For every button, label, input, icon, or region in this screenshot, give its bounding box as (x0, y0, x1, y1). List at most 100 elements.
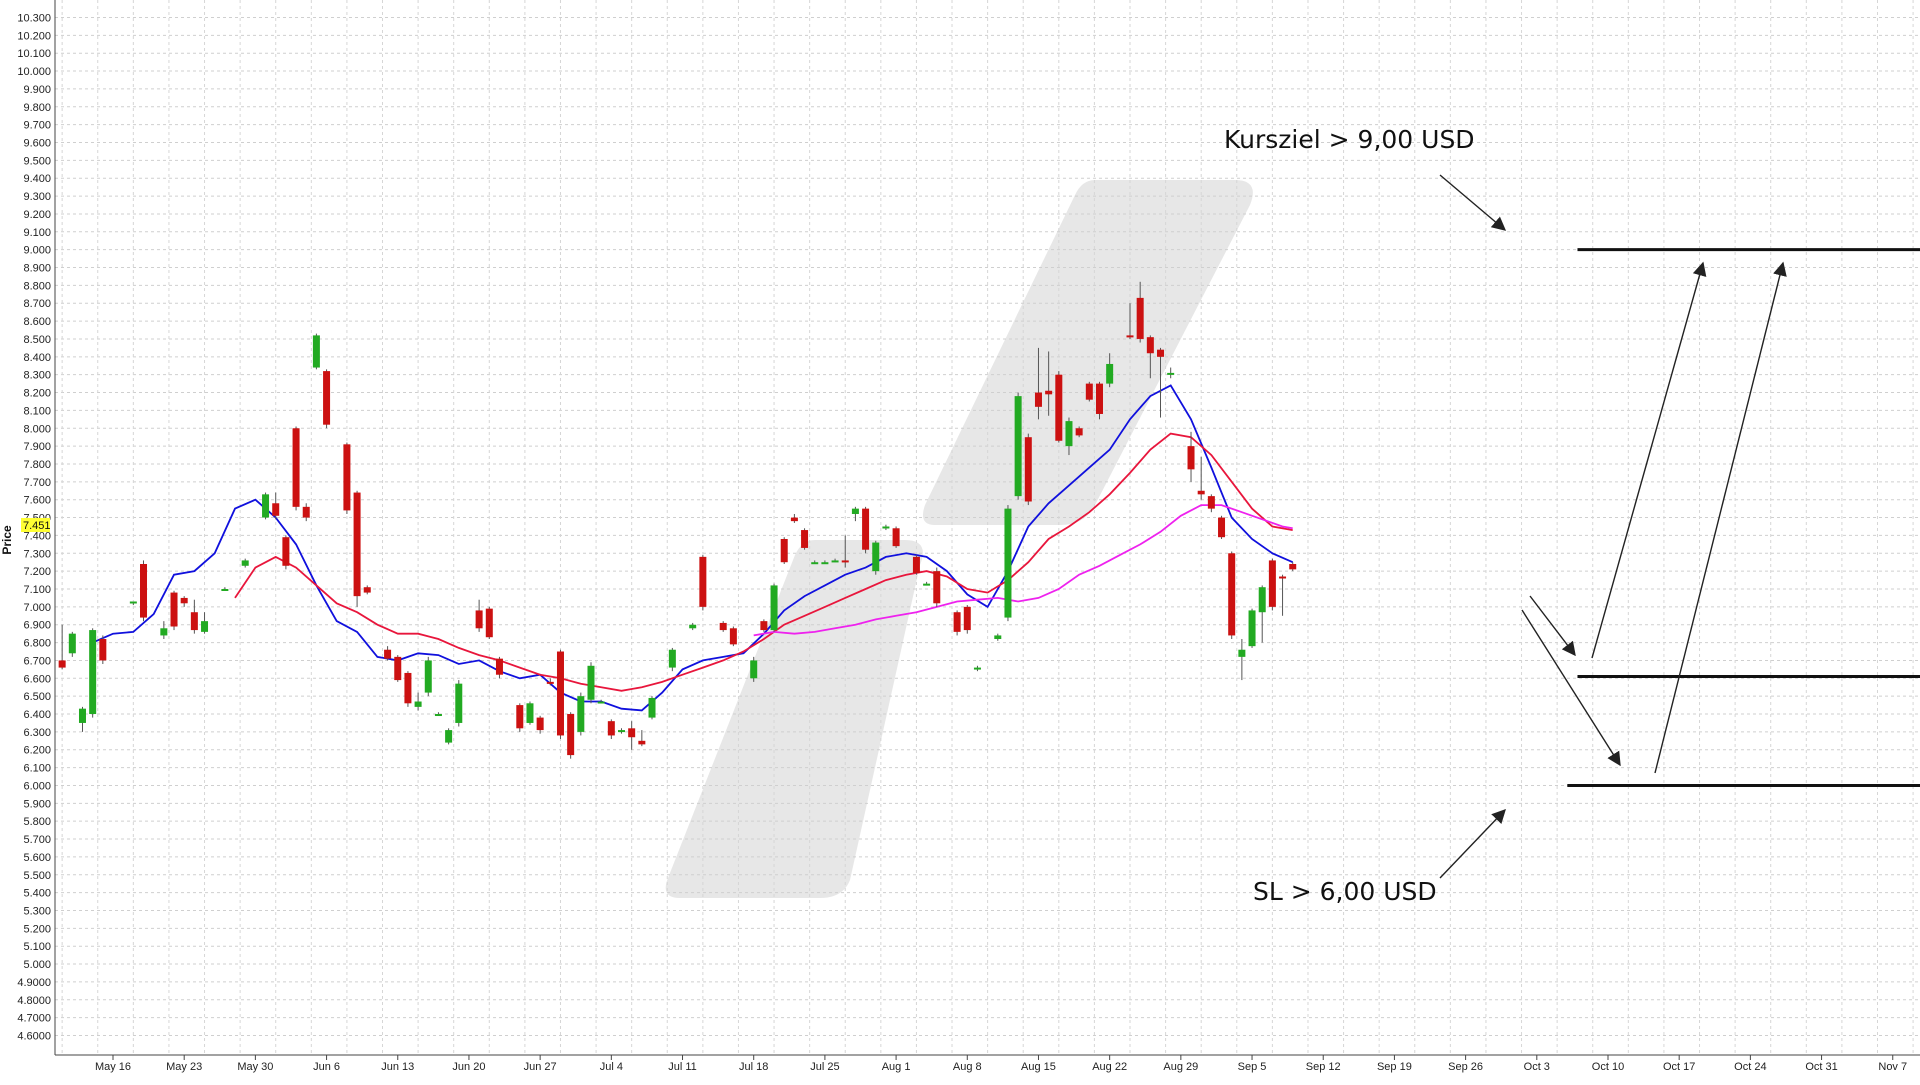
candle-body (831, 560, 839, 563)
y-tick-label: 9.900 (23, 84, 51, 96)
candle-up (831, 558, 839, 563)
annotation-arrow (1439, 174, 1507, 231)
candle-body (384, 649, 392, 659)
candle-down (516, 703, 524, 732)
candle-up (201, 612, 209, 634)
candle-body (638, 740, 646, 745)
x-tick-label: May 23 (166, 1061, 202, 1073)
x-tick-label: Nov 7 (1878, 1061, 1907, 1073)
candle-body (312, 335, 320, 368)
annotation-arrow (1521, 609, 1621, 767)
y-tick-label: 8.400 (23, 352, 51, 364)
candle-up (1065, 417, 1073, 456)
candle-down (1146, 335, 1154, 379)
candle-down (729, 626, 737, 647)
y-tick-label: 5.100 (23, 941, 51, 953)
x-tick-label: Oct 31 (1805, 1061, 1837, 1073)
candle-body (1258, 587, 1266, 613)
candle-down (363, 585, 371, 595)
candle-body (892, 528, 900, 547)
candle-body (628, 728, 636, 738)
candle-down (862, 506, 870, 554)
candle-down (933, 567, 941, 607)
candle-down (384, 646, 392, 661)
candle-up (312, 333, 320, 370)
candle-body (455, 683, 463, 723)
candle-down (628, 721, 636, 750)
candle-down (536, 715, 544, 734)
candle-body (597, 701, 605, 704)
candle-body (923, 583, 931, 586)
candle-body (1136, 297, 1144, 339)
candle-body (618, 730, 625, 733)
candle-body (1207, 496, 1215, 509)
y-tick-label: 6.700 (23, 655, 51, 667)
y-axis-label: Price (0, 525, 14, 555)
y-tick-label: 9.100 (23, 227, 51, 239)
candle-body (912, 556, 920, 573)
candle-body (689, 624, 697, 629)
candle-down (485, 606, 493, 640)
candle-body (170, 592, 178, 627)
candle-down (1075, 426, 1083, 438)
candle-down (404, 671, 412, 707)
x-tick-label: Oct 17 (1663, 1061, 1695, 1073)
y-tick-label: 8.700 (23, 298, 51, 310)
y-tick-label: 8.000 (23, 423, 51, 435)
y-tick-label: 7.100 (23, 584, 51, 596)
y-tick-label: 5.900 (23, 798, 51, 810)
candle-down (780, 537, 788, 564)
candle-body (190, 612, 198, 631)
x-tick-label: Oct 24 (1734, 1061, 1766, 1073)
candle-up (821, 560, 829, 565)
candle-up (89, 628, 97, 718)
y-tick-label: 7.700 (23, 477, 51, 489)
candle-body (140, 563, 148, 618)
candle-down (99, 635, 107, 665)
candle-body (1197, 490, 1205, 495)
candle-up (851, 506, 859, 522)
candle-body (89, 630, 97, 715)
candle-body (1248, 610, 1256, 647)
candle-down (638, 730, 646, 747)
y-tick-label: 4.6000 (17, 1031, 51, 1043)
candle-up (241, 558, 249, 568)
candle-body (323, 371, 331, 425)
candle-down (801, 528, 809, 550)
y-tick-label: 10.000 (17, 66, 51, 78)
candle-body (302, 506, 310, 518)
candle-body (68, 633, 76, 654)
candle-body (750, 660, 758, 679)
candle-body (1095, 383, 1103, 414)
annotation-arrow (1529, 595, 1576, 657)
candle-down (302, 503, 310, 522)
candle-body (1238, 649, 1246, 657)
x-tick-label: Aug 1 (882, 1061, 911, 1073)
candle-body (221, 589, 229, 591)
candle-body (1024, 437, 1032, 502)
candle-down (140, 560, 148, 622)
candle-down (892, 526, 900, 548)
candle-up (221, 587, 229, 591)
candle-down (790, 513, 798, 523)
candle-down (1228, 551, 1236, 640)
candle-body (973, 667, 981, 670)
y-tick-label: 7.900 (23, 441, 51, 453)
y-tick-label: 7.200 (23, 566, 51, 578)
y-tick-label: 4.8000 (17, 995, 51, 1007)
candle-up (973, 665, 981, 672)
y-tick-label: 7.400 (23, 530, 51, 542)
y-tick-label: 5.300 (23, 905, 51, 917)
candle-up (618, 728, 625, 734)
y-tick-label: 8.800 (23, 280, 51, 292)
y-tick-label: 6.400 (23, 709, 51, 721)
x-tick-label: Jun 27 (524, 1061, 557, 1073)
candle-body (1167, 372, 1175, 375)
x-tick-label: Jun 6 (313, 1061, 340, 1073)
candle-body (1146, 337, 1154, 354)
candle-down (1126, 303, 1134, 339)
candle-body (1218, 517, 1226, 538)
candle-body (1004, 508, 1012, 618)
candle-up (882, 524, 890, 531)
